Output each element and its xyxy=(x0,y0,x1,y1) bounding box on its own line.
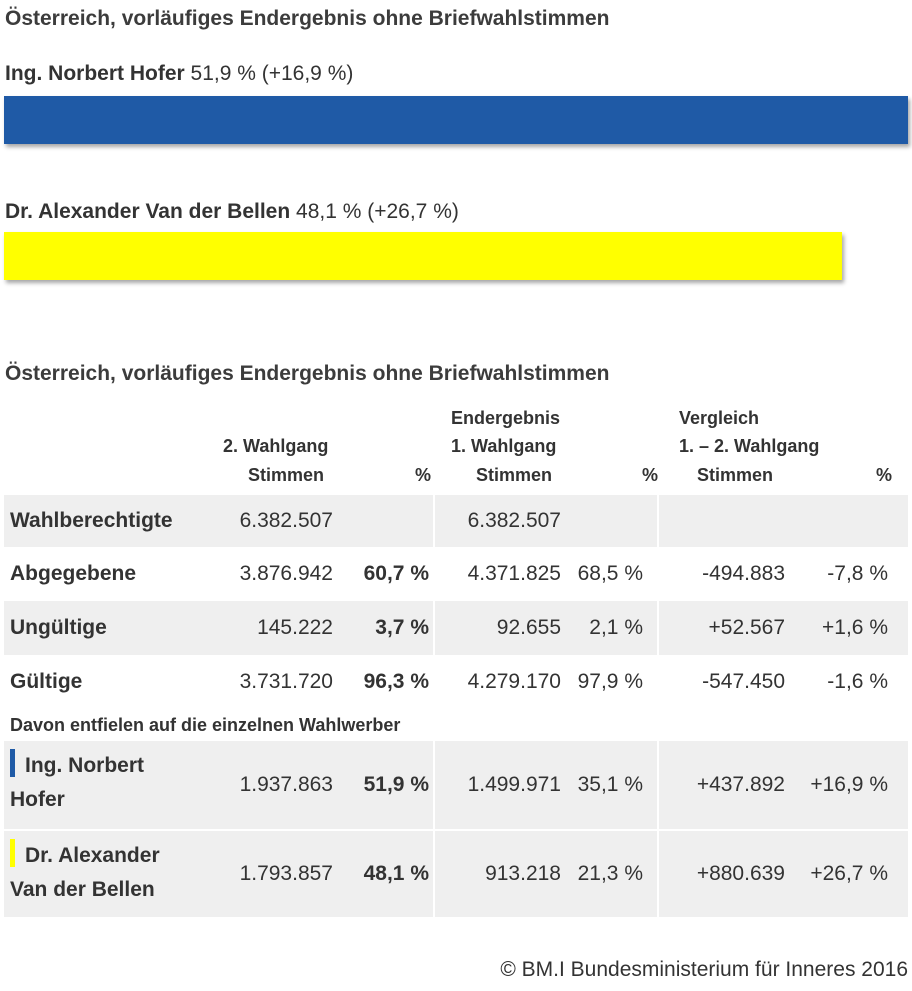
cell-g1-stimmen: 1.499.971 xyxy=(433,741,561,829)
table-row-candidate: Dr. Alexander Van der Bellen 1.793.857 4… xyxy=(4,829,908,917)
table-row: Abgegebene 3.876.942 60,7 % 4.371.825 68… xyxy=(4,547,908,601)
page-title: Österreich, vorläufiges Endergebnis ohne… xyxy=(5,7,610,30)
cell-cmp-stimmen: +52.567 xyxy=(657,601,785,655)
table-row: Ungültige 145.222 3,7 % 92.655 2,1 % +52… xyxy=(4,601,908,655)
header-cmp-vergleich: Vergleich xyxy=(679,408,760,428)
header-g2-stimmen: Stimmen xyxy=(248,465,325,485)
cell-g2-stimmen: 1.793.857 xyxy=(239,862,333,885)
bar-fill xyxy=(4,232,842,280)
cell-g2-pct: 60,7 % xyxy=(363,562,429,585)
cell-g1-stimmen: 4.279.170 xyxy=(467,670,561,693)
label-line2: Hofer xyxy=(10,788,65,811)
cell-g2-stimmen: 1.937.863 xyxy=(239,773,333,796)
cell-g2-pct: 48,1 % xyxy=(363,862,429,885)
cell-g1-pct: 21,3 % xyxy=(577,862,643,885)
cell-g1-pct: 2,1 % xyxy=(589,616,643,639)
header-g1-stimmen: Stimmen xyxy=(476,465,553,485)
row-label: Ungültige xyxy=(10,616,107,639)
cell-cmp-pct: +16,9 % xyxy=(810,773,888,796)
cell-g2-stimmen: 145.222 xyxy=(257,616,333,639)
label-line2: Van der Bellen xyxy=(10,878,155,901)
table-row: Gültige 3.731.720 96,3 % 4.279.170 97,9 … xyxy=(4,655,908,709)
candidate-vdb-label: Dr. Alexander Van der Bellen 48,1 % (+26… xyxy=(5,200,459,224)
cell-g2-pct: 3,7 % xyxy=(375,616,429,639)
bar-fill xyxy=(4,96,908,144)
candidate-result: 51,9 % (+16,9 %) xyxy=(190,62,354,85)
cell-cmp-stimmen: +437.892 xyxy=(657,741,785,829)
header-cmp-pct: % xyxy=(876,465,893,485)
cell-g2-stimmen: 3.876.942 xyxy=(239,562,333,585)
color-marker xyxy=(10,839,15,867)
header-g1-endergebnis: Endergebnis xyxy=(451,408,561,428)
cell-g1-pct: 35,1 % xyxy=(577,773,643,796)
copyright-footer: © BM.I Bundesministerium für Inneres 201… xyxy=(500,958,908,981)
header-cmp-stimmen: Stimmen xyxy=(697,465,774,485)
cell-cmp-stimmen: +880.639 xyxy=(657,831,785,917)
header-g1-title: 1. Wahlgang xyxy=(451,436,557,456)
cell-g2-stimmen: 6.382.507 xyxy=(239,509,333,532)
header-g2-title: 2. Wahlgang xyxy=(223,436,329,456)
candidate-name: Ing. Norbert Hofer xyxy=(5,62,185,85)
cell-cmp-pct: -7,8 % xyxy=(827,562,888,585)
cell-g2-pct: 96,3 % xyxy=(363,670,429,693)
header-g1-pct: % xyxy=(642,465,659,485)
cell-g2-pct: 51,9 % xyxy=(363,773,429,796)
cell-cmp-pct xyxy=(785,495,908,547)
cell-g1-pct: 68,5 % xyxy=(577,562,643,585)
cell-g2-stimmen: 3.731.720 xyxy=(239,670,333,693)
row-label: Ing. Norbert Hofer xyxy=(4,741,218,829)
cell-cmp-stimmen: -494.883 xyxy=(702,562,785,585)
cell-g2-pct xyxy=(333,495,433,547)
table-row-candidate: Ing. Norbert Hofer 1.937.863 51,9 % 1.49… xyxy=(4,741,908,829)
cell-g1-stimmen: 913.218 xyxy=(433,831,561,917)
candidate-hofer-bar xyxy=(4,96,908,144)
results-table: 2. Wahlgang Stimmen % Endergebnis 1. Wah… xyxy=(4,405,908,917)
table-title: Österreich, vorläufiges Endergebnis ohne… xyxy=(5,362,610,385)
candidate-hofer-label: Ing. Norbert Hofer 51,9 % (+16,9 %) xyxy=(5,62,353,86)
row-label: Abgegebene xyxy=(10,562,137,585)
color-marker xyxy=(10,749,15,777)
cell-cmp-stimmen xyxy=(657,495,785,547)
cell-cmp-pct: +26,7 % xyxy=(810,862,888,885)
header-g2-pct: % xyxy=(415,465,432,485)
label-line1: Ing. Norbert xyxy=(25,754,144,777)
table-row: Wahlberechtigte 6.382.507 6.382.507 xyxy=(4,495,908,547)
candidate-result: 48,1 % (+26,7 %) xyxy=(296,200,459,223)
header-cmp-title: 1. – 2. Wahlgang xyxy=(679,436,820,456)
cell-g1-pct xyxy=(561,495,657,547)
candidates-subheading: Davon entfielen auf die einzelnen Wahlwe… xyxy=(10,714,401,735)
cell-g1-stimmen: 6.382.507 xyxy=(433,495,561,547)
label-line1: Dr. Alexander xyxy=(25,844,160,867)
cell-g1-stimmen: 92.655 xyxy=(433,601,561,655)
row-label: Gültige xyxy=(10,670,83,693)
cell-cmp-stimmen: -547.450 xyxy=(702,670,785,693)
row-label: Wahlberechtigte xyxy=(10,509,173,532)
row-label: Dr. Alexander Van der Bellen xyxy=(4,831,218,917)
cell-cmp-pct: -1,6 % xyxy=(827,670,888,693)
cell-g1-stimmen: 4.371.825 xyxy=(467,562,561,585)
table-header: 2. Wahlgang Stimmen % Endergebnis 1. Wah… xyxy=(4,405,908,495)
candidate-name: Dr. Alexander Van der Bellen xyxy=(5,200,291,223)
cell-g1-pct: 97,9 % xyxy=(577,670,643,693)
candidate-vdb-bar xyxy=(4,232,842,280)
cell-cmp-pct: +1,6 % xyxy=(822,616,888,639)
